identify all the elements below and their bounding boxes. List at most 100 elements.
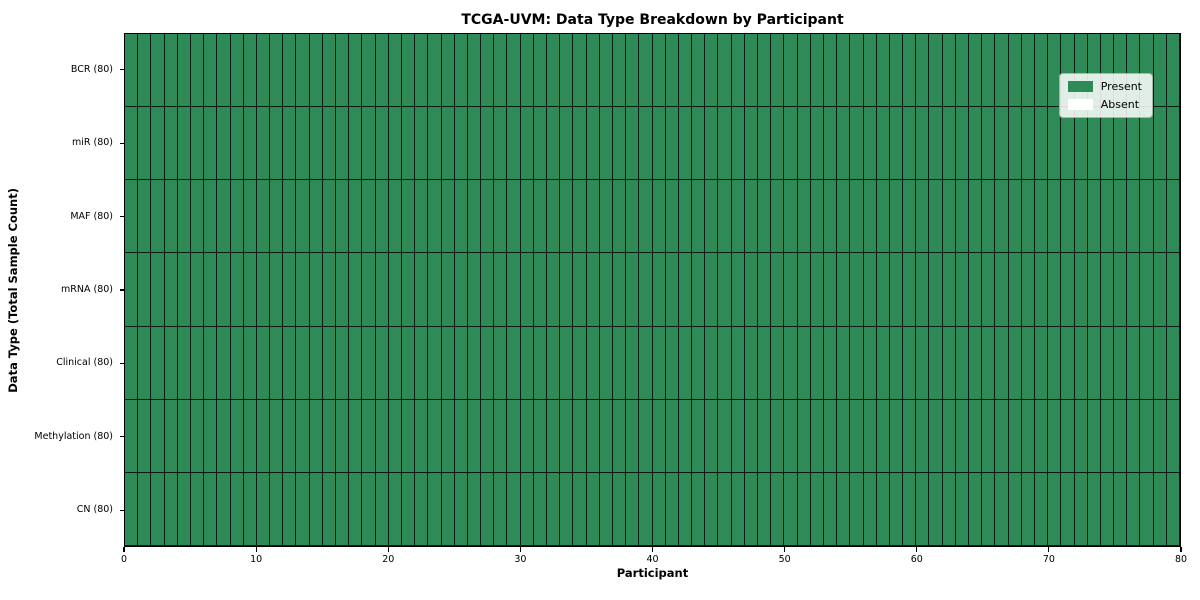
heatmap-cell xyxy=(837,472,851,546)
heatmap-cell xyxy=(533,399,547,473)
heatmap-cell xyxy=(599,34,613,108)
heatmap-cell xyxy=(731,472,745,546)
heatmap-cell xyxy=(771,34,785,108)
heatmap-cell xyxy=(507,472,521,546)
heatmap-cell xyxy=(1100,180,1115,254)
heatmap-cell xyxy=(744,472,758,546)
heatmap-cell xyxy=(744,107,758,181)
heatmap-cell xyxy=(1021,399,1035,473)
heatmap-cell xyxy=(876,107,890,181)
heatmap-cell xyxy=(784,180,798,254)
heatmap-cell xyxy=(547,107,561,181)
heatmap-cell xyxy=(138,472,152,546)
heatmap-cell xyxy=(204,472,218,546)
heatmap-cell xyxy=(547,34,561,108)
heatmap-cell xyxy=(164,253,178,327)
heatmap-cell xyxy=(1021,253,1035,327)
heatmap-cell xyxy=(1061,180,1075,254)
heatmap-cell xyxy=(560,34,574,108)
heatmap-cell xyxy=(573,180,587,254)
heatmap-cell xyxy=(322,326,336,400)
heatmap-cell xyxy=(652,180,666,254)
heatmap-cell xyxy=(889,472,904,546)
heatmap-cell xyxy=(164,472,178,546)
heatmap-cell xyxy=(125,107,139,181)
heatmap-cell xyxy=(955,326,969,400)
heatmap-cell xyxy=(718,180,732,254)
heatmap-cell xyxy=(560,180,574,254)
y-tick-mark xyxy=(119,289,124,291)
heatmap-cell xyxy=(256,180,271,254)
y-tick-label: Methylation (80) xyxy=(34,430,113,442)
heatmap-cell xyxy=(876,472,890,546)
heatmap-cell xyxy=(652,34,666,108)
heatmap-cell xyxy=(481,34,495,108)
heatmap-cell xyxy=(401,399,416,473)
heatmap-cell xyxy=(718,472,732,546)
heatmap-cell xyxy=(349,472,363,546)
heatmap-cell xyxy=(1127,472,1141,546)
heatmap-cell xyxy=(177,399,191,473)
x-tick-mark xyxy=(387,547,389,552)
heatmap-cell xyxy=(850,34,864,108)
heatmap-cell xyxy=(718,326,732,400)
legend-swatch-present xyxy=(1067,81,1093,92)
heatmap-cell xyxy=(454,34,468,108)
y-tick-mark xyxy=(119,142,124,144)
heatmap-cell xyxy=(533,253,547,327)
heatmap-cell xyxy=(467,107,482,181)
heatmap-cell xyxy=(441,34,455,108)
y-tick-mark xyxy=(119,436,124,438)
heatmap-cell xyxy=(151,326,165,400)
heatmap-cell xyxy=(955,107,969,181)
heatmap-cell xyxy=(810,326,824,400)
heatmap-cell xyxy=(916,326,930,400)
heatmap-cell xyxy=(270,34,284,108)
heatmap-cell xyxy=(850,253,864,327)
heatmap-cell xyxy=(850,180,864,254)
heatmap-cell xyxy=(837,399,851,473)
heatmap-cell xyxy=(283,326,297,400)
heatmap-cell xyxy=(309,399,323,473)
heatmap-cell xyxy=(797,472,811,546)
heatmap-cell xyxy=(388,180,402,254)
heatmap-cell xyxy=(744,180,758,254)
heatmap-cell xyxy=(639,253,653,327)
heatmap-cell xyxy=(217,253,231,327)
heatmap-cell xyxy=(916,107,930,181)
heatmap-cell xyxy=(758,253,772,327)
heatmap-cell xyxy=(151,399,165,473)
heatmap-cell xyxy=(243,399,257,473)
heatmap-cell xyxy=(349,326,363,400)
legend-swatch-absent xyxy=(1067,99,1093,110)
heatmap-cell xyxy=(362,253,376,327)
heatmap-cell xyxy=(428,34,442,108)
heatmap-cell xyxy=(1140,180,1154,254)
heatmap-cell xyxy=(916,399,930,473)
heatmap-cell xyxy=(1021,34,1035,108)
legend-label: Present xyxy=(1100,80,1142,93)
heatmap-cell xyxy=(125,34,139,108)
heatmap-cell xyxy=(494,472,508,546)
heatmap-cell xyxy=(692,326,706,400)
heatmap-cell xyxy=(639,34,653,108)
heatmap-cell xyxy=(810,472,824,546)
x-tick-label: 0 xyxy=(120,554,128,565)
heatmap-cell xyxy=(837,326,851,400)
heatmap-cell xyxy=(190,253,205,327)
heatmap-cell xyxy=(283,180,297,254)
heatmap-cell xyxy=(428,399,442,473)
heatmap-cell xyxy=(1034,180,1049,254)
heatmap-cell xyxy=(283,399,297,473)
heatmap-cell xyxy=(586,107,600,181)
legend-item: Absent xyxy=(1067,98,1142,111)
heatmap-cell xyxy=(599,399,613,473)
heatmap-cell xyxy=(388,107,402,181)
heatmap-cell xyxy=(612,326,627,400)
heatmap-cell xyxy=(151,472,165,546)
heatmap-cell xyxy=(256,472,271,546)
x-tick-label: 60 xyxy=(910,554,923,565)
heatmap-cell xyxy=(151,34,165,108)
heatmap-cell xyxy=(1100,253,1115,327)
